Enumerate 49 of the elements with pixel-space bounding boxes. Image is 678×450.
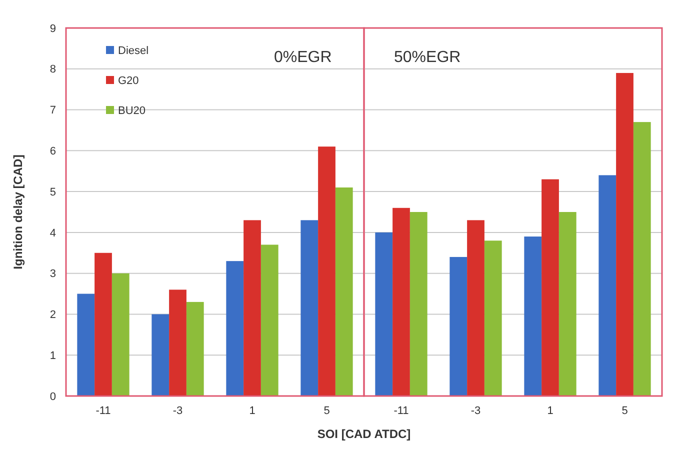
y-tick-label: 1 [50,350,56,362]
bar [77,294,95,396]
bar [300,220,318,396]
bar [244,220,261,396]
bar [186,302,204,396]
bar [260,244,278,396]
bar [392,208,410,396]
x-tick-label: -11 [394,405,409,417]
x-tick-label: 5 [622,405,628,417]
x-tick-label: -3 [172,405,183,417]
legend-label: G20 [118,74,139,87]
bar [633,122,651,396]
y-tick-label: 5 [50,186,56,198]
y-axis-title: Ignition delay [CAD] [11,154,25,270]
bar [152,314,170,396]
bar [467,220,484,396]
bar [169,290,186,396]
bar [598,175,616,396]
y-tick-label: 6 [50,146,56,158]
bar [484,240,502,396]
bar [112,273,130,396]
bar [524,236,542,396]
annotation: 0%EGR [274,49,332,66]
y-tick-label: 3 [50,268,56,280]
x-tick-label: -11 [96,405,111,417]
bar [375,232,393,396]
bar [558,212,576,396]
x-tick-label: -3 [470,405,481,417]
x-axis-title: SOI [CAD ATDC] [317,427,411,441]
bar [450,256,468,396]
bar [318,146,336,396]
bar [335,187,353,396]
y-tick-label: 4 [50,227,56,240]
bar [94,252,112,396]
legend-label: Diesel [118,44,149,57]
x-tick-label: 1 [547,405,554,417]
y-tick-label: 8 [50,64,56,76]
x-tick-label: 5 [324,405,330,417]
bar [616,72,634,396]
y-tick-label: 0 [50,390,56,403]
legend-label: BU20 [118,104,146,117]
bar [226,261,244,396]
x-tick-label: 1 [249,405,256,417]
y-tick-label: 2 [50,309,56,322]
bar [410,212,428,396]
y-tick-label: 7 [50,104,56,117]
bar [542,179,559,396]
annotation: 50%EGR [394,49,461,66]
y-tick-label: 9 [50,22,56,35]
